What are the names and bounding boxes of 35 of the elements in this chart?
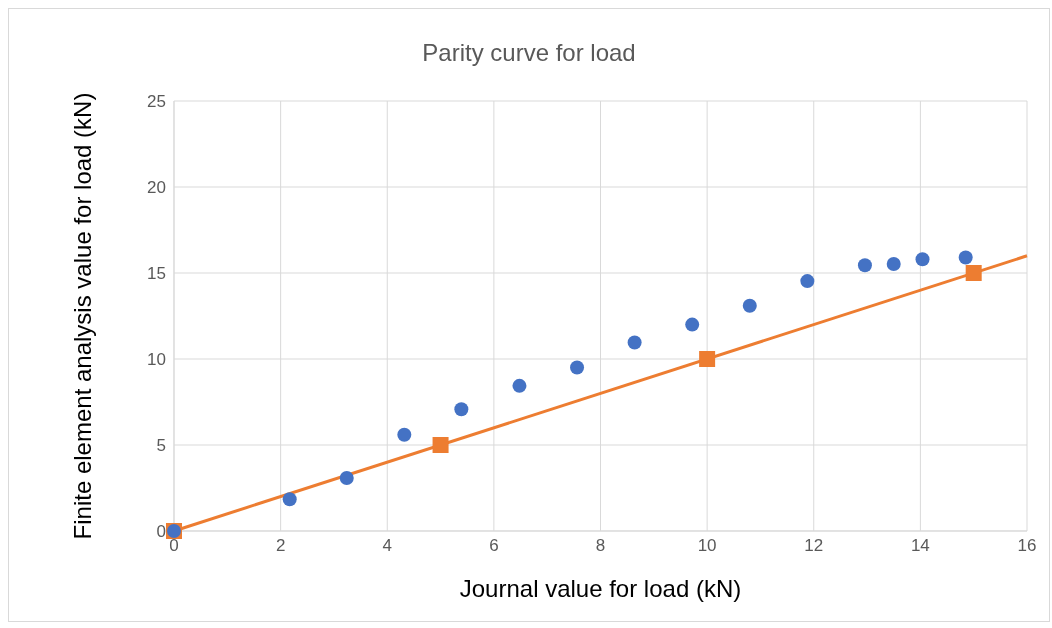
point [627,335,642,350]
x-tick-label: 6 [489,536,499,556]
point [282,492,297,507]
point [857,258,872,273]
point [685,317,700,332]
y-axis-title: Finite element analysis value for load (kN) [69,92,96,540]
point [570,360,585,375]
y-tick-label: 10 [147,350,166,370]
point [742,298,757,313]
x-tick-label: 16 [1017,536,1037,556]
point [915,252,930,267]
y-tick-label: 5 [156,436,166,456]
x-axis-title: Journal value for load (kN) [459,575,742,602]
point [958,250,973,265]
y-tick-label: 20 [147,178,166,198]
y-tick-label: 0 [156,522,166,542]
point [397,427,412,442]
y-tick-label: 25 [147,92,166,112]
x-tick-label: 12 [804,536,824,556]
point [512,378,527,393]
y-tick-label: 15 [147,264,166,284]
x-tick-label: 10 [697,536,717,556]
point [886,257,901,272]
point [800,274,815,289]
x-tick-label: 8 [595,536,606,556]
x-tick-label: 2 [275,536,286,556]
chart-title: Parity curve for load [421,39,637,67]
point [965,265,982,281]
x-tick-label: 4 [382,536,392,556]
point [699,351,716,367]
x-tick-label: 14 [910,536,930,556]
point [432,437,449,453]
point [339,471,354,486]
point [454,402,469,417]
x-tick-label: 0 [169,536,179,556]
